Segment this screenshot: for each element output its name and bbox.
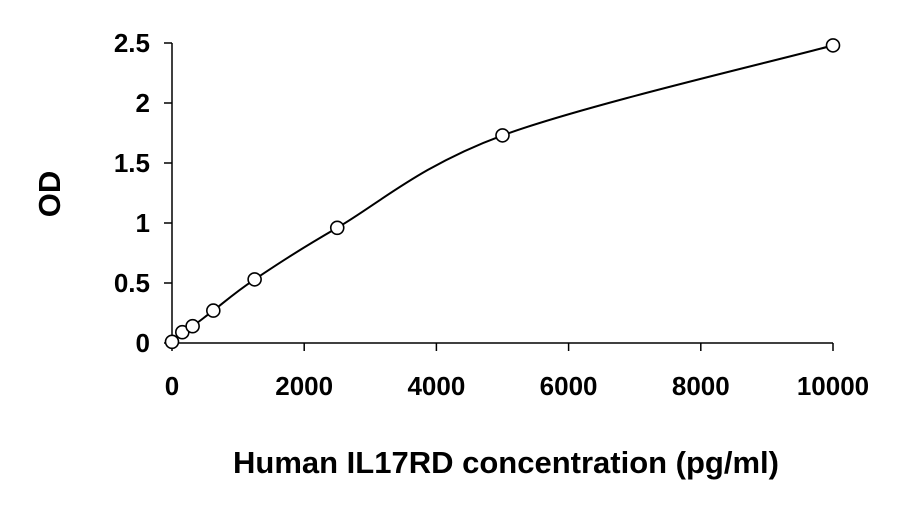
y-tick-label: 1.5: [114, 148, 150, 178]
data-point: [206, 303, 221, 318]
data-point: [164, 334, 180, 350]
x-axis: 0 2000 4000 6000 8000 10000: [165, 342, 869, 401]
x-tick-label: 8000: [672, 371, 730, 401]
data-point: [495, 128, 510, 143]
y-tick-label: 0: [136, 328, 150, 358]
data-point: [247, 272, 262, 287]
y-tick-label: 2.5: [114, 28, 150, 58]
y-tick-label: 0.5: [114, 268, 150, 298]
x-tick-label: 0: [165, 371, 179, 401]
x-tick-label: 4000: [407, 371, 465, 401]
data-point: [825, 38, 841, 53]
fit-curve: [171, 44, 834, 343]
x-tick-label: 10000: [797, 371, 869, 401]
y-tick-label: 2: [136, 88, 150, 118]
data-points: [164, 38, 841, 350]
y-tick-label: 1: [136, 208, 150, 238]
y-axis-title: OD: [32, 171, 67, 218]
y-axis: 0 0.5 1 1.5 2 2.5: [114, 28, 173, 358]
x-axis-title: Human IL17RD concentration (pg/ml): [233, 445, 779, 480]
data-point: [329, 220, 345, 236]
data-point: [185, 318, 200, 334]
x-tick-label: 2000: [275, 371, 333, 401]
x-tick-label: 6000: [540, 371, 598, 401]
